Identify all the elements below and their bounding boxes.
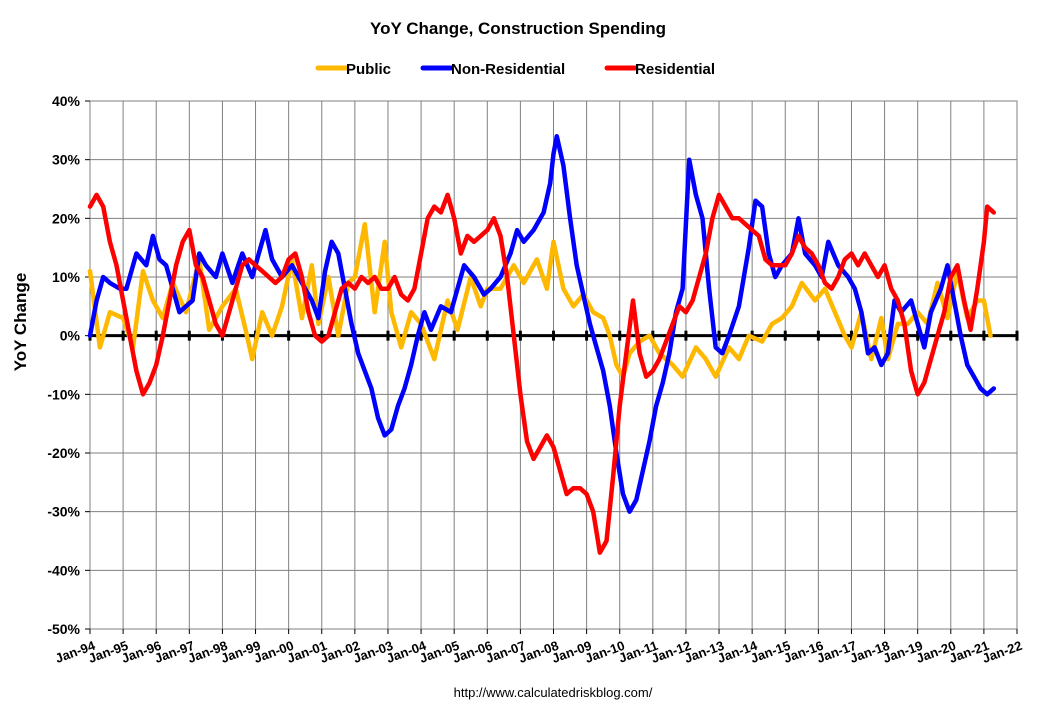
series-line-public bbox=[87, 221, 993, 379]
y-axis-ticks: 40% 30% 20% 10% 0% -10% -20% -30% -40% -50% bbox=[47, 93, 90, 637]
chart-title: YoY Change, Construction Spending bbox=[370, 19, 666, 38]
legend-label: Public bbox=[346, 61, 391, 78]
y-tick-label: 40% bbox=[52, 93, 81, 109]
series-line-residential bbox=[87, 192, 997, 555]
y-tick-label: -50% bbox=[47, 621, 80, 637]
y-tick-label: -20% bbox=[47, 445, 80, 461]
y-tick-label: 0% bbox=[60, 328, 81, 344]
y-tick-label: 10% bbox=[52, 269, 81, 285]
series-line-non-residential bbox=[87, 133, 997, 514]
legend-label: Residential bbox=[635, 61, 715, 78]
y-tick-label: 20% bbox=[52, 210, 81, 226]
legend: Public Non-Residential Residential bbox=[315, 61, 715, 78]
y-axis-label: YoY Change bbox=[11, 273, 30, 372]
y-tick-label: 30% bbox=[52, 152, 81, 168]
y-tick-label: -30% bbox=[47, 504, 80, 520]
series-lines bbox=[87, 133, 997, 555]
source-url: http://www.calculatedriskblog.com/ bbox=[454, 685, 653, 700]
y-tick-label: -40% bbox=[47, 562, 80, 578]
y-tick-label: -10% bbox=[47, 386, 80, 402]
legend-label: Non-Residential bbox=[451, 61, 565, 78]
